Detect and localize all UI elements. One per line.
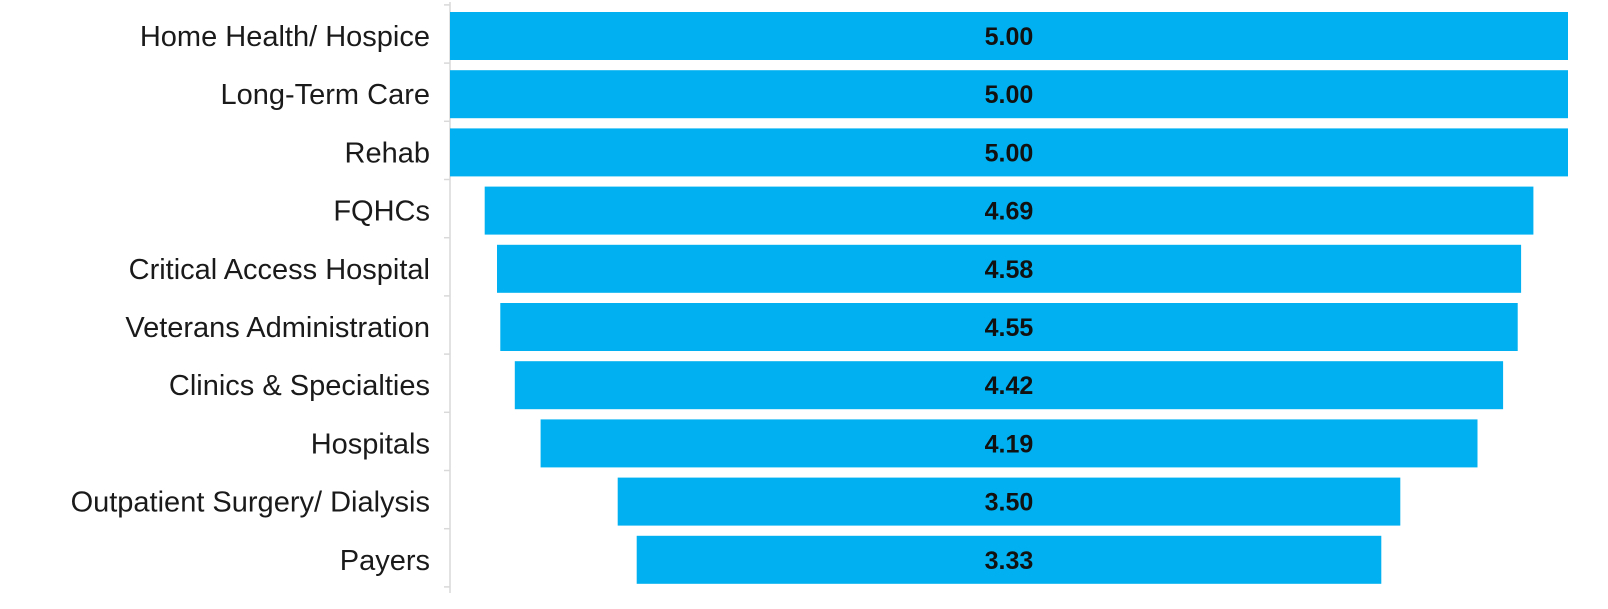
data-label: 4.58 (985, 256, 1034, 284)
category-label: Rehab (345, 137, 430, 169)
bar (484, 186, 1534, 235)
category-labels: Home Health/ Hospice Long-Term Care Rehab F… (71, 21, 430, 577)
bar (497, 244, 1522, 293)
category-label: Payers (340, 545, 430, 577)
bar (540, 419, 1478, 468)
category-label: Outpatient Surgery/ Dialysis (71, 487, 430, 519)
data-label: 5.00 (985, 23, 1034, 51)
category-label: Veterans Administration (125, 312, 430, 344)
data-label: 3.50 (985, 489, 1034, 517)
bar (450, 128, 1568, 177)
bar (514, 361, 1504, 410)
category-label: Home Health/ Hospice (140, 21, 430, 53)
bar (450, 70, 1568, 119)
y-axis-ticks (444, 4, 450, 588)
data-label: 5.00 (985, 139, 1034, 167)
data-label: 3.33 (985, 547, 1034, 575)
bar (450, 12, 1568, 60)
data-label: 5.00 (985, 81, 1034, 109)
data-label: 4.55 (985, 314, 1034, 342)
category-label: Clinics & Specialties (169, 370, 430, 402)
bar (636, 535, 1382, 584)
category-label: Hospitals (311, 428, 430, 460)
category-label: FQHCs (333, 196, 430, 228)
data-label: 4.69 (985, 198, 1034, 226)
bar (617, 477, 1401, 526)
bar (500, 303, 1518, 351)
bar-series (450, 12, 1568, 584)
category-label: Critical Access Hospital (129, 254, 430, 286)
category-label: Long-Term Care (220, 79, 430, 111)
data-label: 4.42 (985, 372, 1034, 400)
data-label: 4.19 (985, 430, 1034, 458)
value-labels: 5.00 5.00 5.00 4.69 4.58 4.55 4.42 4.19 3.50 3.33 (985, 23, 1034, 575)
